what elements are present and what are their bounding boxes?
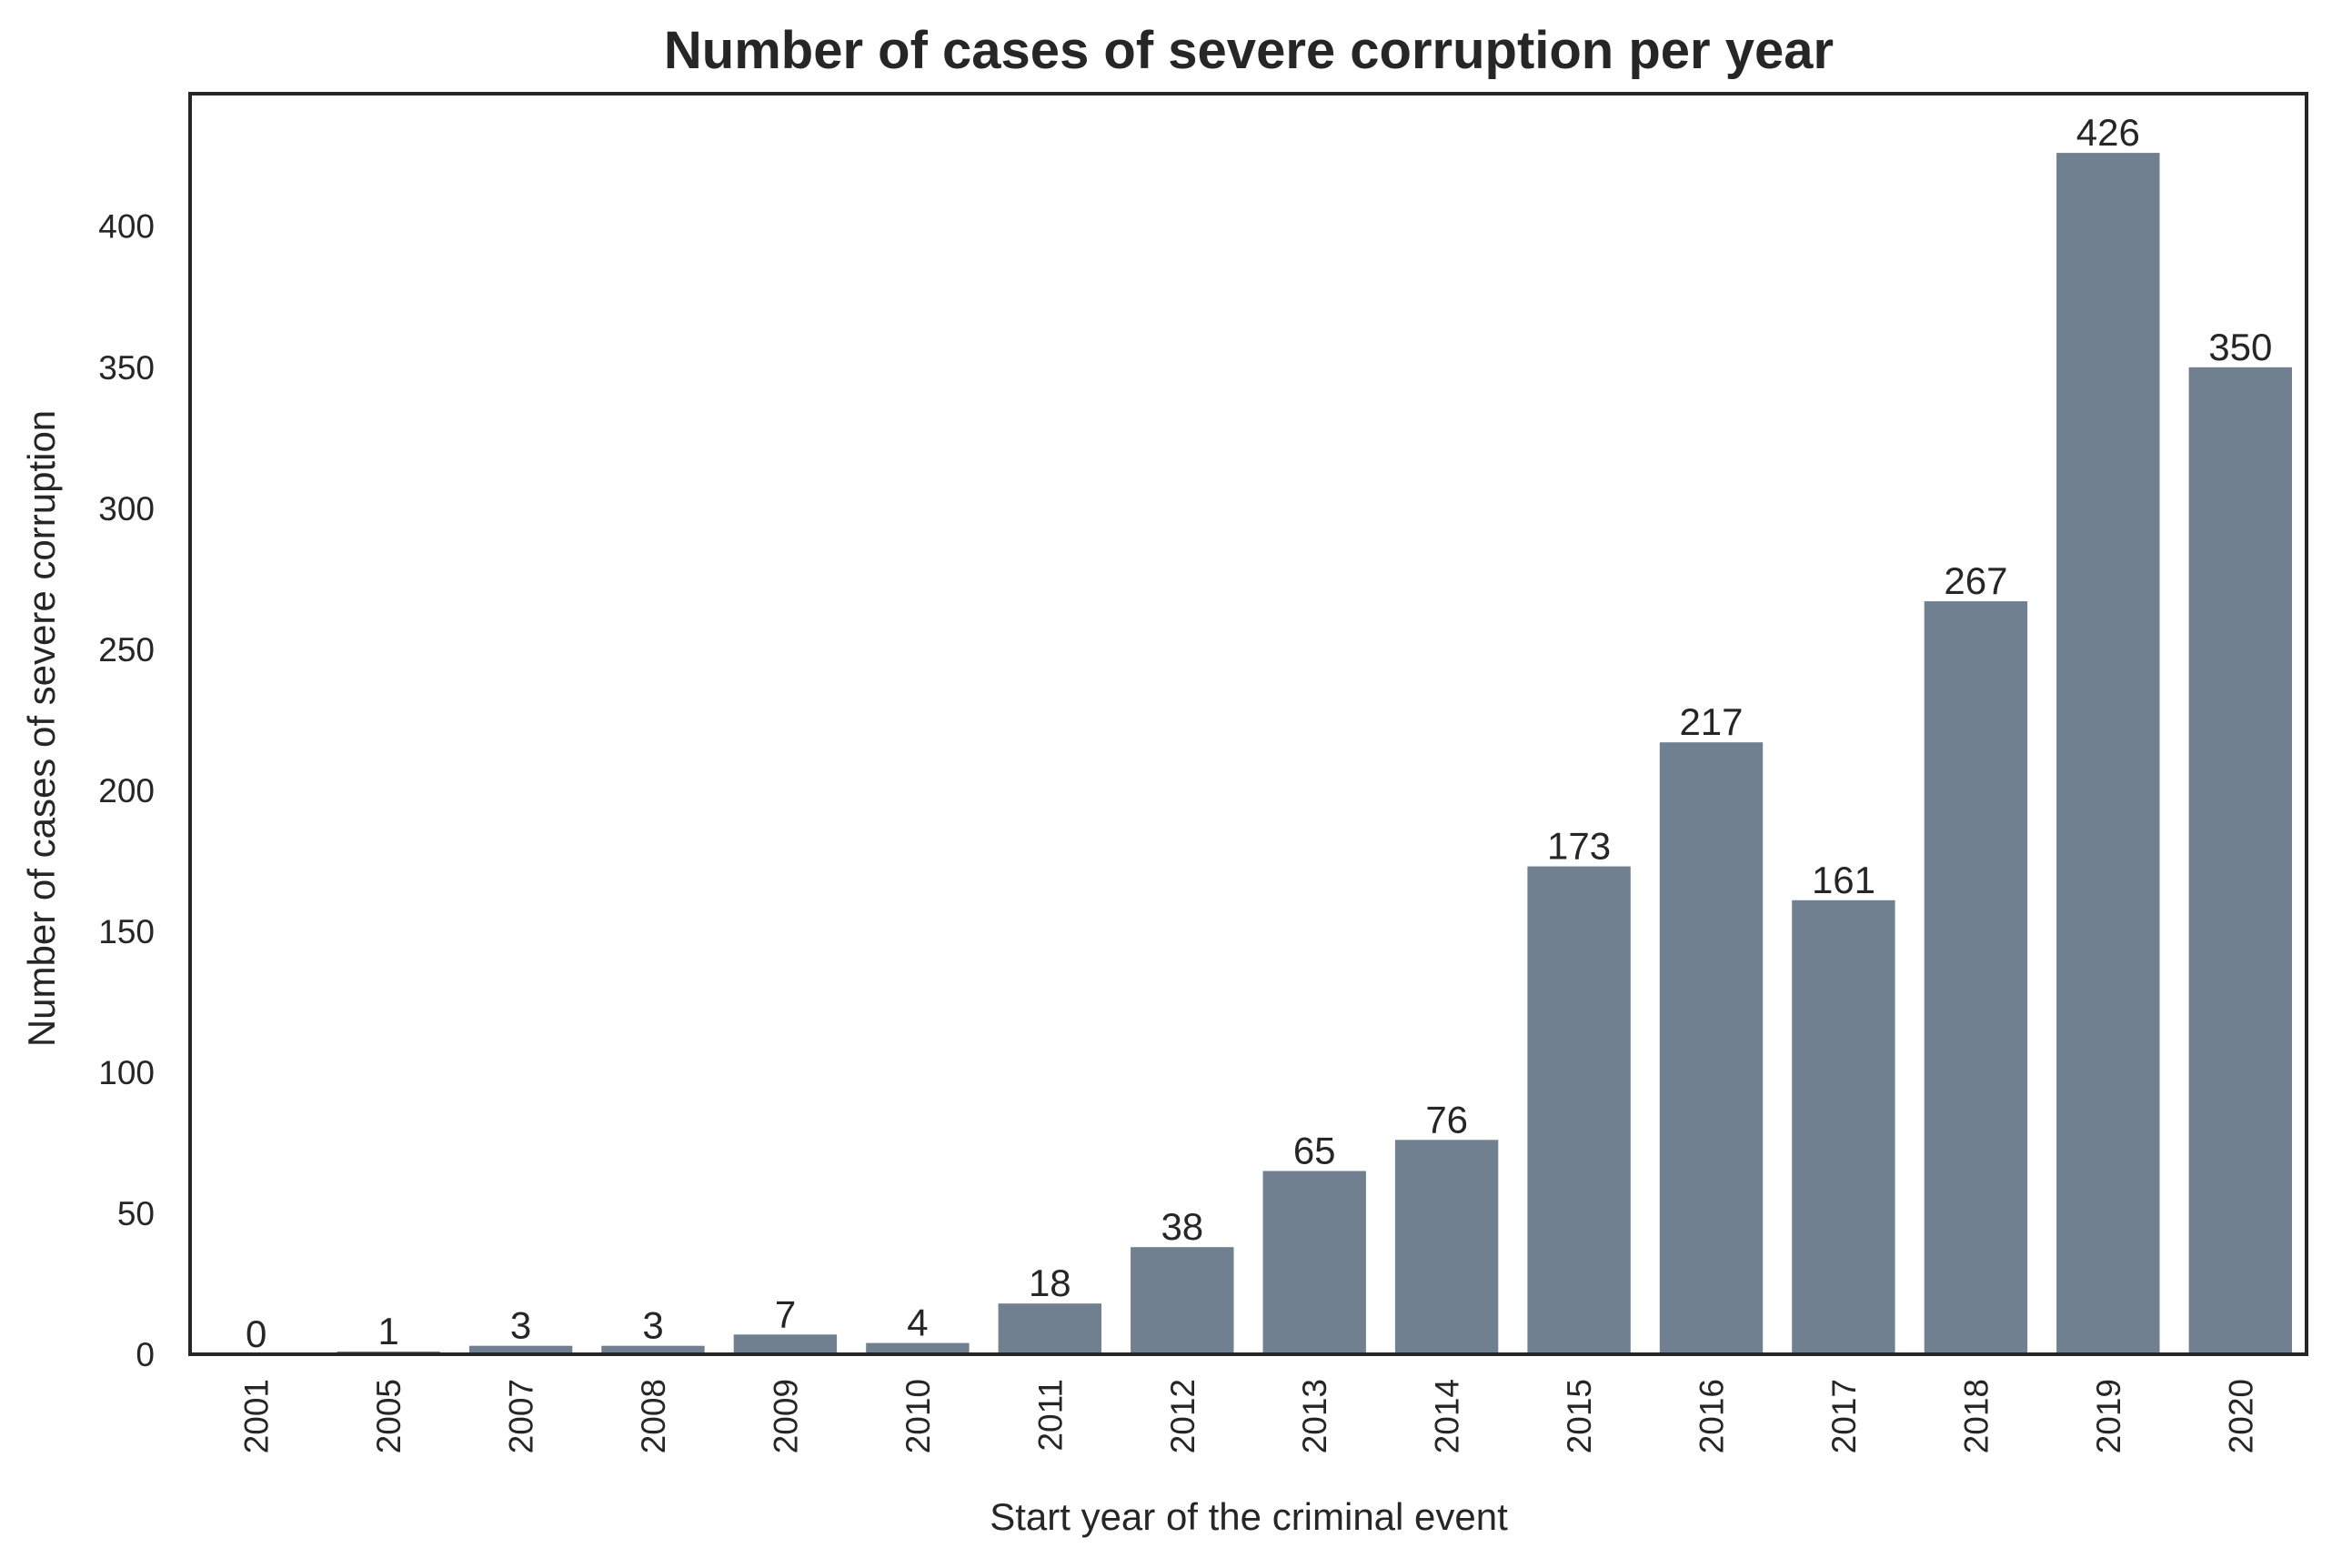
- x-tick-label-2010: 2010: [900, 1379, 937, 1453]
- bar-2020: [2188, 367, 2292, 1354]
- y-tick-label-0: 0: [136, 1336, 155, 1373]
- data-labels: 0 1 3 3 7 4 18 38 65 76 173 217 161 267 426 350: [246, 111, 2272, 1355]
- data-label-2015: 173: [1547, 825, 1611, 868]
- bar-2015: [1527, 866, 1631, 1354]
- data-label-2007: 3: [510, 1304, 531, 1347]
- y-axis-title: Number of cases of severe corruption: [20, 410, 63, 1047]
- x-axis-title: Start year of the criminal event: [990, 1495, 1508, 1538]
- data-label-2009: 7: [775, 1292, 796, 1335]
- plot-frame: [188, 92, 2308, 1356]
- y-tick-label-100: 100: [98, 1054, 155, 1091]
- bars: [337, 153, 2292, 1355]
- x-tick-label-2008: 2008: [635, 1379, 672, 1453]
- bar-2018: [1924, 601, 2028, 1354]
- x-tick-label-2015: 2015: [1561, 1379, 1598, 1453]
- bar-2016: [1659, 742, 1764, 1354]
- x-axis-ticks: 2001 2005 2007 2008 2009 2010 2011 2012 2013 2014…: [238, 1379, 2260, 1453]
- bar-2009: [733, 1334, 838, 1354]
- bar-2017: [1792, 900, 1895, 1354]
- chart-title: Number of cases of severe corruption per…: [664, 21, 1834, 80]
- data-label-2017: 161: [1812, 859, 1875, 901]
- data-label-2010: 4: [907, 1302, 928, 1344]
- y-tick-label-300: 300: [98, 490, 155, 528]
- bar-2007: [468, 1345, 573, 1354]
- data-label-2008: 3: [642, 1304, 663, 1347]
- bar-2013: [1262, 1171, 1366, 1354]
- y-tick-label-400: 400: [98, 208, 155, 246]
- data-label-2011: 18: [1029, 1261, 1071, 1304]
- x-tick-label-2014: 2014: [1429, 1379, 1466, 1453]
- bar-2012: [1131, 1247, 1234, 1354]
- data-label-2001: 0: [246, 1312, 266, 1355]
- x-tick-label-2011: 2011: [1031, 1379, 1069, 1452]
- bar-2011: [998, 1303, 1101, 1354]
- bar-2019: [2056, 153, 2160, 1355]
- data-label-2012: 38: [1161, 1205, 1203, 1248]
- x-tick-label-2007: 2007: [503, 1379, 540, 1453]
- data-label-2016: 217: [1679, 700, 1743, 743]
- data-label-2005: 1: [378, 1310, 399, 1352]
- x-tick-label-2020: 2020: [2222, 1379, 2259, 1453]
- x-tick-label-2005: 2005: [370, 1379, 407, 1453]
- data-label-2020: 350: [2208, 326, 2272, 368]
- y-tick-label-200: 200: [98, 772, 155, 809]
- x-tick-label-2013: 2013: [1296, 1379, 1333, 1453]
- bar-2014: [1394, 1140, 1499, 1354]
- x-tick-label-2012: 2012: [1164, 1379, 1201, 1453]
- x-tick-label-2016: 2016: [1694, 1379, 1731, 1453]
- data-label-2018: 267: [1944, 559, 2007, 602]
- data-label-2014: 76: [1425, 1098, 1468, 1141]
- y-tick-label-50: 50: [117, 1195, 155, 1232]
- bar-2010: [866, 1342, 970, 1354]
- bar-2008: [601, 1345, 705, 1354]
- x-tick-label-2001: 2001: [238, 1379, 276, 1453]
- y-axis-ticks: 0 50 100 150 200 250 300 350 400: [98, 208, 155, 1373]
- y-tick-label-250: 250: [98, 631, 155, 668]
- data-label-2019: 426: [2076, 111, 2140, 154]
- x-tick-label-2009: 2009: [768, 1379, 805, 1453]
- y-tick-label-150: 150: [98, 913, 155, 950]
- x-tick-label-2019: 2019: [2090, 1379, 2127, 1453]
- x-tick-label-2017: 2017: [1825, 1379, 1863, 1453]
- x-tick-label-2018: 2018: [1957, 1379, 1995, 1453]
- y-tick-label-350: 350: [98, 349, 155, 387]
- data-label-2013: 65: [1293, 1130, 1336, 1172]
